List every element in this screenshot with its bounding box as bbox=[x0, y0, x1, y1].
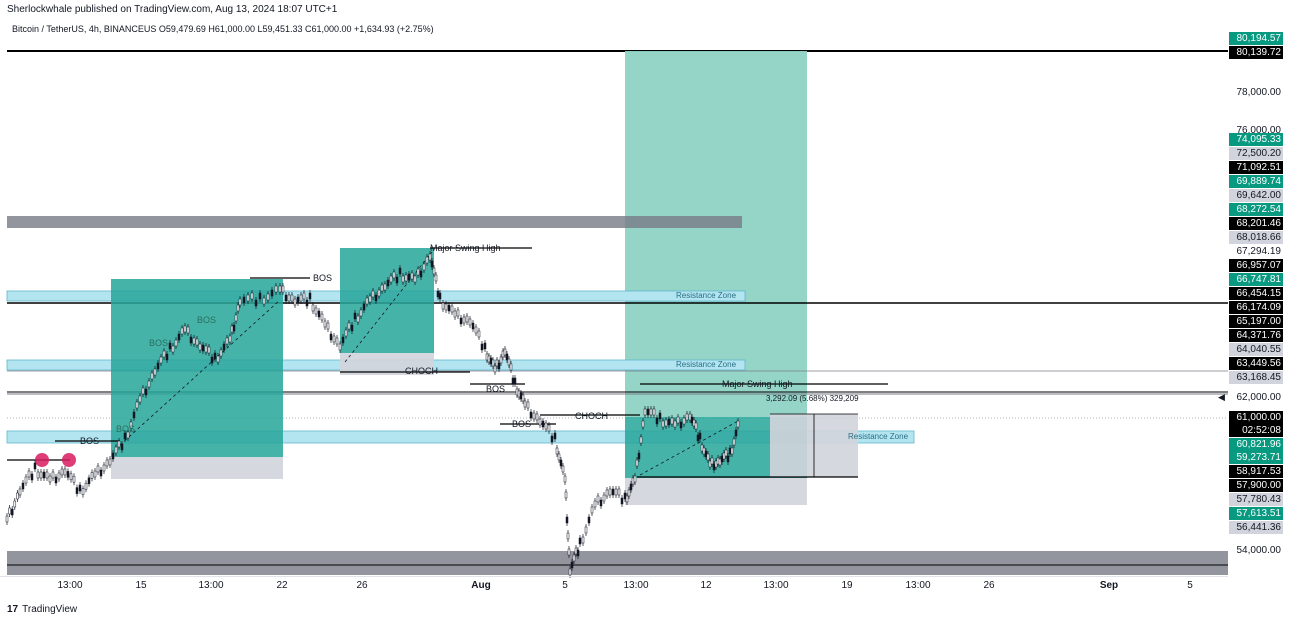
time-tick: 26 bbox=[356, 580, 368, 591]
price-tag: 58,917.53 bbox=[1229, 465, 1283, 478]
price-tag: 64,371.76 bbox=[1229, 329, 1283, 342]
projection-zone bbox=[625, 51, 807, 417]
current-price-arrow: ◀ bbox=[1218, 392, 1225, 402]
price-tag: 57,613.51 bbox=[1229, 507, 1283, 520]
price-tag: 68,272.54 bbox=[1229, 203, 1283, 216]
time-tick: 15 bbox=[135, 580, 147, 591]
price-tag: 02:52:08 bbox=[1229, 424, 1283, 437]
label-resistance-3[interactable]: Resistance Zone bbox=[848, 432, 909, 441]
price-tag: 69,642.00 bbox=[1229, 189, 1283, 202]
price-tag: 66,174.09 bbox=[1229, 301, 1283, 314]
marker-circle-2 bbox=[62, 453, 76, 467]
time-tick: 5 bbox=[562, 580, 568, 591]
price-tag: 66,747.81 bbox=[1229, 273, 1283, 286]
price-tag: 69,889.74 bbox=[1229, 175, 1283, 188]
price-tag: 56,441.36 bbox=[1229, 521, 1283, 534]
time-tick: 13:00 bbox=[623, 580, 649, 591]
time-tick: 13:00 bbox=[198, 580, 224, 591]
price-tag: 80,139.72 bbox=[1229, 46, 1283, 59]
time-tick: 12 bbox=[700, 580, 712, 591]
price-tag: 61,000.00 bbox=[1229, 411, 1283, 424]
price-tick: 76,000.00 bbox=[1236, 125, 1282, 136]
publisher-line: Sherlockwhale published on TradingView.c… bbox=[7, 4, 338, 15]
tradingview-brand[interactable]: 17 TradingView bbox=[7, 604, 77, 615]
price-tag: 68,018.66 bbox=[1229, 231, 1283, 244]
label-bos-7[interactable]: BOS bbox=[512, 419, 532, 429]
time-tick: 13:00 bbox=[763, 580, 789, 591]
price-tag: 65,197.00 bbox=[1229, 315, 1283, 328]
label-resistance-1[interactable]: Resistance Zone bbox=[676, 291, 737, 300]
label-bos-6[interactable]: BOS bbox=[486, 384, 506, 394]
label-resistance-2[interactable]: Resistance Zone bbox=[676, 360, 737, 369]
price-tag: 72,500.20 bbox=[1229, 147, 1283, 160]
price-tag: 63,168.45 bbox=[1229, 371, 1283, 384]
time-tick: 26 bbox=[983, 580, 995, 591]
tradingview-label: TradingView bbox=[22, 604, 78, 615]
measure-readout: 3,292.09 (5.68%) 329,209 bbox=[766, 394, 859, 403]
marker-circle-1 bbox=[35, 453, 49, 467]
time-tick: 5 bbox=[1187, 580, 1193, 591]
price-tag: 67,294.19 bbox=[1229, 245, 1283, 258]
price-tick: 54,000.00 bbox=[1236, 545, 1282, 556]
label-bos-1[interactable]: BOS bbox=[313, 273, 333, 283]
stop-zone-1 bbox=[111, 457, 283, 479]
supply-band bbox=[7, 216, 742, 228]
price-tag: 80,194.57 bbox=[1229, 32, 1283, 45]
label-major-swing-high-1[interactable]: Major Swing High bbox=[430, 243, 501, 253]
price-tick: 78,000.00 bbox=[1236, 87, 1282, 98]
price-tag: 66,454.15 bbox=[1229, 287, 1283, 300]
time-tick: 13:00 bbox=[905, 580, 931, 591]
stop-zone-2 bbox=[340, 353, 434, 375]
price-tag: 71,092.51 bbox=[1229, 161, 1283, 174]
label-bos-3[interactable]: BOS bbox=[149, 338, 169, 348]
label-bos-5[interactable]: BOS bbox=[116, 424, 136, 434]
time-axis[interactable] bbox=[0, 576, 1228, 597]
price-tick: 62,000.00 bbox=[1236, 392, 1282, 403]
price-tag: 63,449.56 bbox=[1229, 357, 1283, 370]
symbol-legend[interactable]: Bitcoin / TetherUS, 4h, BINANCEUS O59,47… bbox=[12, 24, 434, 34]
time-tick: Sep bbox=[1099, 580, 1119, 591]
label-major-swing-high-2[interactable]: Major Swing High bbox=[722, 379, 793, 389]
price-tag: 59,273.71 bbox=[1229, 451, 1283, 464]
price-tag: 74,095.33 bbox=[1229, 133, 1283, 146]
price-tag: 60,821.96 bbox=[1229, 438, 1283, 451]
price-tag: 64,040.55 bbox=[1229, 343, 1283, 356]
label-bos-2[interactable]: BOS bbox=[197, 315, 217, 325]
tradingview-logo-icon: 17 bbox=[7, 604, 19, 615]
price-tag: 57,780.43 bbox=[1229, 493, 1283, 506]
time-tick: 13:00 bbox=[57, 580, 83, 591]
time-tick: 19 bbox=[841, 580, 853, 591]
label-bos-4[interactable]: BOS bbox=[80, 436, 100, 446]
time-tick: Aug bbox=[471, 580, 491, 591]
price-tag: 66,957.07 bbox=[1229, 259, 1283, 272]
label-choch-2[interactable]: CHOCH bbox=[575, 411, 608, 421]
stop-zone-3 bbox=[625, 478, 807, 505]
demand-band bbox=[7, 551, 1228, 575]
price-tag: 57,900.00 bbox=[1229, 479, 1283, 492]
price-tag: 68,201.46 bbox=[1229, 217, 1283, 230]
long-zone-2 bbox=[340, 248, 434, 353]
time-tick: 22 bbox=[276, 580, 288, 591]
candles bbox=[5, 251, 740, 578]
label-choch-1[interactable]: CHOCH bbox=[405, 366, 438, 376]
